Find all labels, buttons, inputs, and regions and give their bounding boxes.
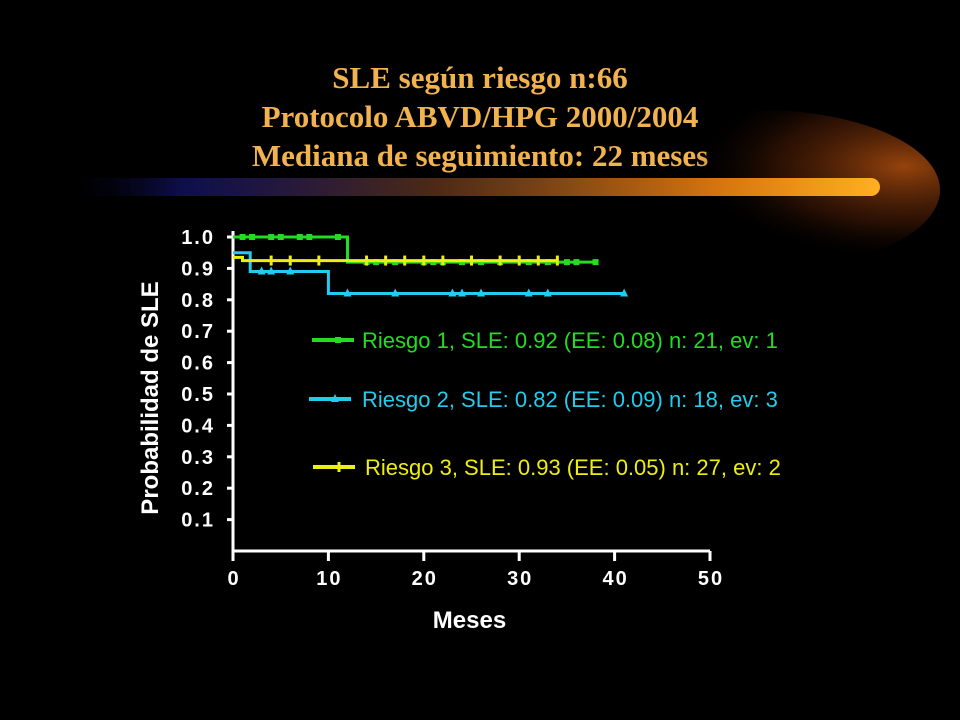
censor-marker bbox=[563, 259, 570, 266]
y-tick-label: 0.1 bbox=[181, 510, 215, 532]
censor-marker bbox=[296, 234, 303, 240]
censor-marker bbox=[277, 234, 284, 240]
y-tick-label: 0.8 bbox=[181, 290, 215, 312]
legend-item-riesgo-1: Riesgo 1, SLE: 0.92 (EE: 0.08) n: 21, ev… bbox=[312, 328, 778, 353]
censor-marker bbox=[239, 234, 246, 240]
y-tick-label: 0.5 bbox=[181, 384, 215, 406]
x-tick-label: 30 bbox=[507, 568, 533, 590]
censor-marker bbox=[524, 288, 533, 297]
y-tick-label: 0.9 bbox=[181, 258, 215, 280]
title-line-1: SLE según riesgo n:66 bbox=[332, 60, 628, 95]
censor-marker bbox=[525, 259, 532, 266]
legend-label: Riesgo 1, SLE: 0.92 (EE: 0.08) n: 21, ev… bbox=[362, 328, 778, 353]
censor-marker bbox=[249, 234, 256, 240]
y-tick-label: 0.6 bbox=[181, 353, 215, 375]
y-tick-label: 0.7 bbox=[181, 321, 215, 343]
censor-marker bbox=[268, 234, 275, 240]
series-layer bbox=[233, 234, 629, 297]
y-axis-label: Probabilidad de SLE bbox=[137, 281, 164, 514]
x-tick-label: 0 bbox=[227, 568, 240, 590]
censor-marker bbox=[334, 234, 341, 240]
censor-marker bbox=[478, 259, 485, 266]
censor-marker bbox=[343, 288, 352, 297]
x-tick-label: 20 bbox=[412, 568, 438, 590]
x-tick-label: 10 bbox=[316, 568, 342, 590]
legend-item-riesgo-2: Riesgo 2, SLE: 0.82 (EE: 0.09) n: 18, ev… bbox=[309, 387, 778, 412]
censor-marker bbox=[391, 288, 400, 297]
legend-swatch-marker bbox=[335, 337, 341, 343]
censor-marker bbox=[458, 259, 465, 266]
series-riesgo-2 bbox=[233, 251, 629, 297]
censor-marker bbox=[306, 234, 313, 240]
censor-marker bbox=[620, 288, 629, 297]
title-line-2: Protocolo ABVD/HPG 2000/2004 bbox=[261, 99, 699, 134]
legend: Riesgo 1, SLE: 0.92 (EE: 0.08) n: 21, ev… bbox=[309, 328, 781, 480]
legend-item-riesgo-3: Riesgo 3, SLE: 0.93 (EE: 0.05) n: 27, ev… bbox=[313, 455, 781, 480]
y-tick-label: 0.2 bbox=[181, 478, 215, 500]
x-axis-label: Meses bbox=[433, 607, 506, 634]
y-tick-label: 0.3 bbox=[181, 447, 215, 469]
censor-marker bbox=[392, 259, 399, 266]
censor-marker bbox=[430, 259, 437, 266]
series-riesgo-3 bbox=[233, 255, 559, 266]
censor-marker bbox=[543, 288, 552, 297]
survival-curve-riesgo-3 bbox=[233, 255, 558, 263]
x-tick-label: 50 bbox=[698, 568, 724, 590]
censor-marker bbox=[267, 266, 276, 275]
censor-marker bbox=[448, 288, 457, 297]
legend-label: Riesgo 2, SLE: 0.82 (EE: 0.09) n: 18, ev… bbox=[362, 387, 778, 412]
decorative-flare bbox=[60, 110, 940, 270]
censor-marker bbox=[544, 259, 551, 266]
survival-curve-riesgo-1 bbox=[233, 235, 596, 264]
censor-marker bbox=[477, 288, 486, 297]
y-tick-label: 0.4 bbox=[181, 415, 215, 437]
censor-marker bbox=[592, 259, 599, 266]
y-tick-label: 1.0 bbox=[181, 227, 215, 249]
censor-marker bbox=[286, 266, 295, 275]
censor-marker bbox=[257, 266, 266, 275]
axes: 1.0 0.9 0.8 0.7 0.6 0.5 0.4 0.3 0.2 0.1 0 10 20 30 40 5… bbox=[137, 227, 724, 634]
x-tick-label: 40 bbox=[602, 568, 628, 590]
legend-swatch-marker bbox=[331, 394, 339, 402]
censor-marker bbox=[573, 259, 580, 266]
censor-marker bbox=[457, 288, 466, 297]
censor-marker bbox=[373, 259, 380, 266]
legend-label: Riesgo 3, SLE: 0.93 (EE: 0.05) n: 27, ev… bbox=[365, 455, 781, 480]
